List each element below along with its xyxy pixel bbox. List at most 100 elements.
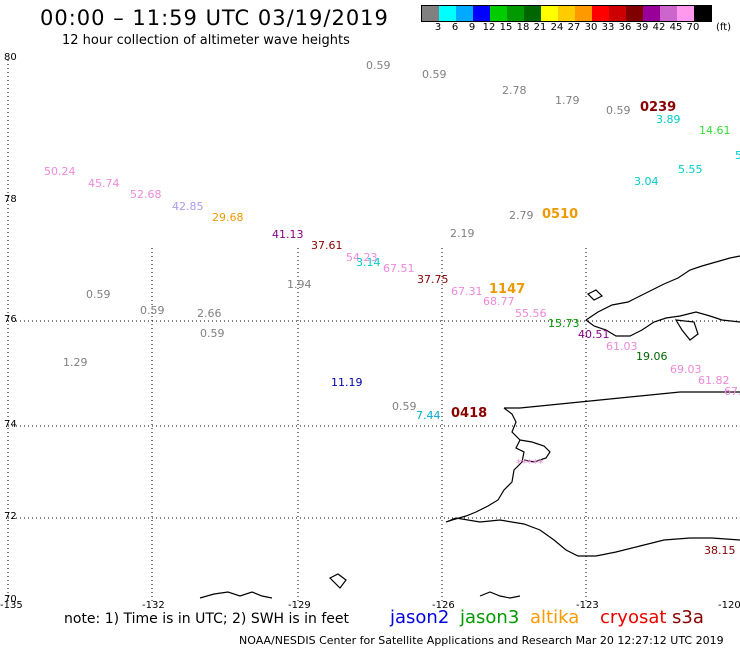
pass-time-label: 0510 [542,207,579,222]
wave-height-value: 2.66 [197,307,222,320]
satellite-name-jason2: jason2 [390,607,450,628]
lon-label: -129 [288,600,311,611]
coastline-mainland [445,391,740,557]
wave-height-value: 67.31 [451,285,483,298]
wave-height-value: 0.59 [606,104,631,117]
wave-height-value: 0.59 [140,304,165,317]
wave-height-value: 67. [724,385,740,398]
wave-height-value: 0.59 [86,288,111,301]
wave-height-value: 45.74 [88,177,120,190]
wave-height-value: 52.68 [130,188,162,201]
wave-height-value: 61.82 [698,374,730,387]
wave-height-value: 55.56 [515,307,547,320]
lon-label: -132 [142,600,165,611]
scale-label: 33 [601,22,615,33]
wave-height-value: 0.59 [200,327,225,340]
scale-label: 15 [499,22,513,33]
wave-height-value: 29.68 [212,211,244,224]
wave-height-value: 14.61 [699,124,731,137]
coastline-banks-island [585,255,740,341]
coastline-small-island [586,289,604,301]
scale-unit-label: (ft) [716,22,732,33]
scale-label: 9 [468,22,476,33]
wave-height-value: 3.04 [634,175,659,188]
scale-swatch [558,6,575,21]
scale-swatch [541,6,558,21]
wave-height-value: 19.06 [636,350,668,363]
coastline-peninsula [519,439,551,463]
scale-swatch [660,6,677,21]
satellite-name-s3a: s3a [672,607,704,628]
wave-height-value: 61.03 [606,340,638,353]
scale-label: 36 [618,22,632,33]
pass-time-label: 0418 [451,406,488,421]
lat-label: 70 [4,594,17,605]
lon-label: -135 [0,600,23,611]
wave-height-value: 2.19 [450,227,475,240]
lon-label: -120 [718,600,740,611]
scale-swatch [575,6,592,21]
wave-height-value: ***** [516,457,544,470]
scale-label: 70 [686,22,700,33]
scale-label: 6 [451,22,459,33]
lat-label: 80 [4,52,17,63]
scale-swatch [626,6,643,21]
scale-label: 3 [434,22,442,33]
scale-swatch [677,6,694,21]
wave-height-value: 1.29 [63,356,88,369]
lat-label: 74 [4,419,17,430]
satellite-name-jason3: jason3 [460,607,520,628]
scale-label: 39 [635,22,649,33]
wave-height-value: 1.79 [555,94,580,107]
scale-label: 30 [584,22,598,33]
scale-label: 45 [669,22,683,33]
wave-height-value: 0.59 [366,59,391,72]
lon-label: -123 [576,600,599,611]
wave-height-value: 1.94 [287,278,312,291]
map-subtitle: 12 hour collection of altimeter wave hei… [62,33,350,48]
wave-height-value: 37.61 [311,239,343,252]
color-scale-legend [421,5,712,22]
scale-swatch [490,6,507,21]
wave-height-value: 41.13 [272,228,304,241]
scale-label: 42 [652,22,666,33]
wave-height-value: 2.78 [502,84,527,97]
coastline [199,255,740,599]
wave-height-value: 0.59 [392,400,417,413]
units-note: note: 1) Time is in UTC; 2) SWH is in fe… [64,611,350,627]
wave-height-value: 67.51 [383,262,415,275]
wave-height-value: 50.24 [44,165,76,178]
scale-label: 27 [567,22,581,33]
scale-swatch [422,6,439,21]
scale-swatch [609,6,626,21]
wave-height-value: 3.89 [656,113,681,126]
scale-label: 24 [550,22,564,33]
wave-height-value: 0.59 [422,68,447,81]
scale-swatch [507,6,524,21]
scale-swatch [439,6,456,21]
wave-height-value: 7.44 [416,409,441,422]
wave-height-value: 42.85 [172,200,204,213]
wave-height-value: 5.55 [678,163,703,176]
wave-height-value: 37.75 [417,273,449,286]
wave-height-value: 68.77 [483,295,515,308]
lat-label: 72 [4,511,17,522]
pass-time-label: 1147 [489,282,526,297]
wave-height-value: 3.14 [356,256,381,269]
lat-lon-grid [7,60,740,602]
scale-label: 18 [516,22,530,33]
scale-swatch [524,6,541,21]
coastline-islands-south [199,573,521,599]
scale-swatch [592,6,609,21]
pass-time-label: 0239 [640,100,677,115]
lon-label: -126 [432,600,455,611]
map-title: 00:00 – 11:59 UTC 03/19/2019 [40,6,389,30]
wave-height-value: 11.19 [331,376,363,389]
scale-swatch [456,6,473,21]
scale-swatch [643,6,660,21]
wave-height-value: 15.73 [548,317,580,330]
scale-label: 21 [533,22,547,33]
wave-height-value: 38.15 [704,544,736,557]
lat-label: 78 [4,194,17,205]
